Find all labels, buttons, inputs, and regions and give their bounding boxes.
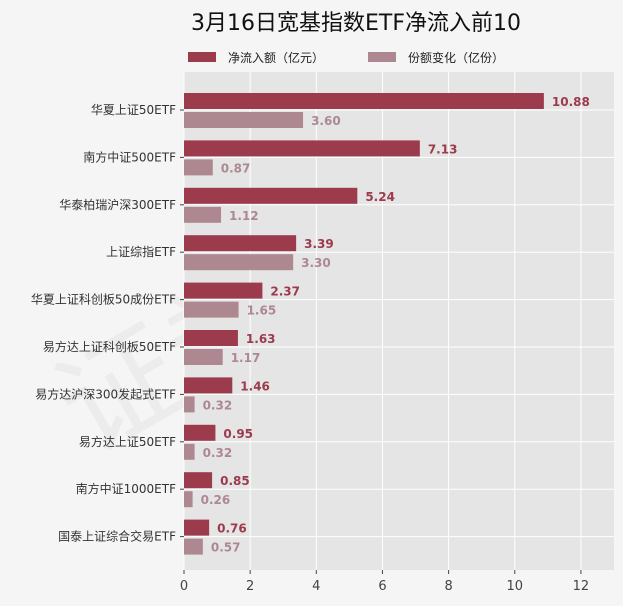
- bar-share-change: [184, 254, 294, 271]
- x-tick-label: 0: [180, 579, 188, 594]
- bar-net-inflow: [184, 282, 263, 299]
- data-label: 7.13: [428, 142, 458, 156]
- x-tick-label: 8: [444, 579, 452, 594]
- data-label: 0.95: [223, 427, 253, 441]
- data-label: 0.32: [203, 398, 233, 412]
- data-label: 0.87: [221, 161, 251, 175]
- legend-label: 净流入额（亿元）: [228, 50, 324, 65]
- y-tick-label: 南方中证500ETF: [83, 149, 176, 164]
- y-tick-label: 华泰柏瑞沪深300ETF: [59, 197, 176, 212]
- bar-net-inflow: [184, 377, 233, 394]
- bar-net-inflow: [184, 472, 213, 489]
- data-label: 10.88: [552, 95, 590, 109]
- legend-swatch: [368, 52, 396, 62]
- x-tick-label: 4: [312, 579, 320, 594]
- y-tick-label: 易方达上证50ETF: [79, 434, 176, 449]
- bar-net-inflow: [184, 235, 297, 252]
- data-label: 3.60: [311, 114, 341, 128]
- bar-net-inflow: [184, 519, 210, 536]
- data-label: 3.39: [304, 237, 334, 251]
- y-tick-label: 易方达沪深300发起式ETF: [35, 386, 176, 401]
- bar-share-change: [184, 206, 222, 223]
- data-label: 1.17: [231, 351, 261, 365]
- bar-net-inflow: [184, 187, 358, 204]
- data-label: 0.57: [211, 541, 241, 555]
- data-label: 0.85: [220, 474, 250, 488]
- data-label: 2.37: [270, 285, 300, 299]
- bar-share-change: [184, 159, 213, 176]
- data-label: 1.63: [246, 332, 276, 346]
- y-tick-label: 上证综指ETF: [106, 244, 176, 259]
- data-label: 0.26: [201, 493, 231, 507]
- x-tick-label: 2: [246, 579, 254, 594]
- y-tick-label: 易方达上证科创板50ETF: [43, 339, 176, 354]
- bar-share-change: [184, 491, 193, 508]
- data-label: 5.24: [365, 190, 395, 204]
- data-label: 0.76: [217, 522, 247, 536]
- bar-net-inflow: [184, 330, 238, 346]
- bar-share-change: [184, 112, 304, 128]
- bar-share-change: [184, 301, 239, 318]
- data-label: 3.30: [301, 256, 331, 270]
- data-label: 1.12: [229, 209, 259, 223]
- x-tick-label: 12: [573, 579, 590, 594]
- y-tick-label: 国泰上证综合交易ETF: [58, 529, 176, 544]
- bar-net-inflow: [184, 140, 420, 157]
- legend-label: 份额变化（亿份）: [408, 50, 504, 65]
- data-label: 1.65: [247, 304, 277, 318]
- bar-share-change: [184, 443, 195, 460]
- bar-share-change: [184, 538, 203, 555]
- data-label: 1.46: [240, 379, 270, 393]
- bar-share-change: [184, 349, 223, 365]
- y-tick-label: 南方中证1000ETF: [76, 481, 176, 496]
- legend-swatch: [188, 52, 216, 62]
- bar-share-change: [184, 396, 195, 413]
- chart-title: 3月16日宽基指数ETF净流入前10: [191, 11, 521, 36]
- x-tick-label: 6: [378, 579, 386, 594]
- y-tick-label: 华夏上证科创板50成份ETF: [31, 293, 176, 307]
- y-tick-label: 华夏上证50ETF: [91, 103, 176, 117]
- x-tick-label: 10: [506, 579, 523, 594]
- bar-net-inflow: [184, 424, 216, 441]
- data-label: 0.32: [203, 446, 233, 460]
- bar-net-inflow: [184, 93, 544, 109]
